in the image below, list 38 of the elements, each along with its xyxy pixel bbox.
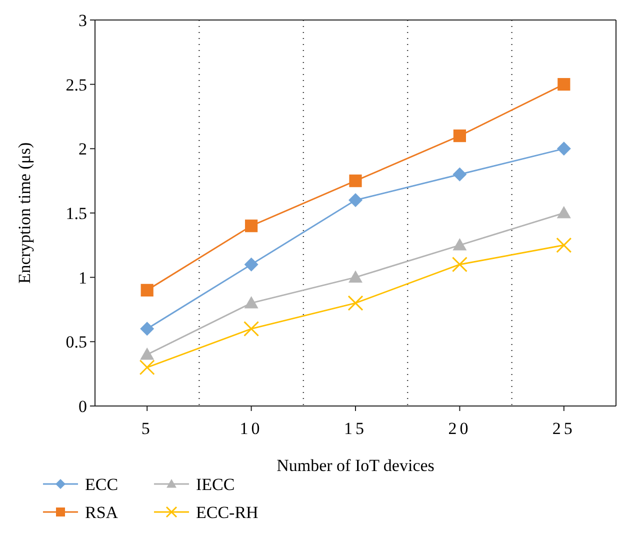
y-axis-title: Encryption time (μs): [15, 142, 34, 284]
point: [140, 322, 154, 336]
y-tick-label: 1: [78, 268, 87, 288]
point: [139, 360, 155, 376]
x-tick-label: 20: [448, 419, 472, 438]
legend-label: RSA: [85, 502, 119, 522]
x-tick-label: 5: [141, 419, 153, 438]
x-tick-label: 15: [344, 419, 367, 438]
point: [244, 296, 258, 308]
point: [349, 174, 362, 188]
point: [556, 206, 571, 218]
y-tick-label: 1.5: [66, 204, 87, 223]
point: [556, 142, 571, 156]
point: [244, 257, 258, 272]
legend-label: ECC: [85, 474, 118, 494]
x-tick-label: 25: [552, 419, 576, 438]
point: [556, 237, 572, 253]
point: [348, 193, 362, 208]
point: [348, 270, 362, 283]
point: [453, 130, 466, 142]
point: [452, 167, 467, 182]
point: [452, 256, 468, 272]
y-tick-label: 3: [78, 10, 87, 30]
x-axis-title: Number of IoT devices: [276, 456, 434, 475]
legend-label: IECC: [196, 474, 235, 494]
point: [558, 78, 570, 91]
x-tick-label: 10: [240, 419, 263, 438]
point: [244, 321, 260, 337]
point: [452, 238, 467, 250]
legend-label: ECC-RH: [196, 502, 258, 522]
y-tick-label: 0.5: [66, 332, 87, 352]
point: [245, 220, 258, 232]
y-tick-label: 2.5: [66, 75, 87, 94]
point: [140, 348, 154, 360]
point: [348, 295, 364, 311]
point: [140, 284, 154, 296]
y-tick-label: 0: [78, 396, 87, 416]
y-tick-label: 2: [78, 140, 87, 159]
